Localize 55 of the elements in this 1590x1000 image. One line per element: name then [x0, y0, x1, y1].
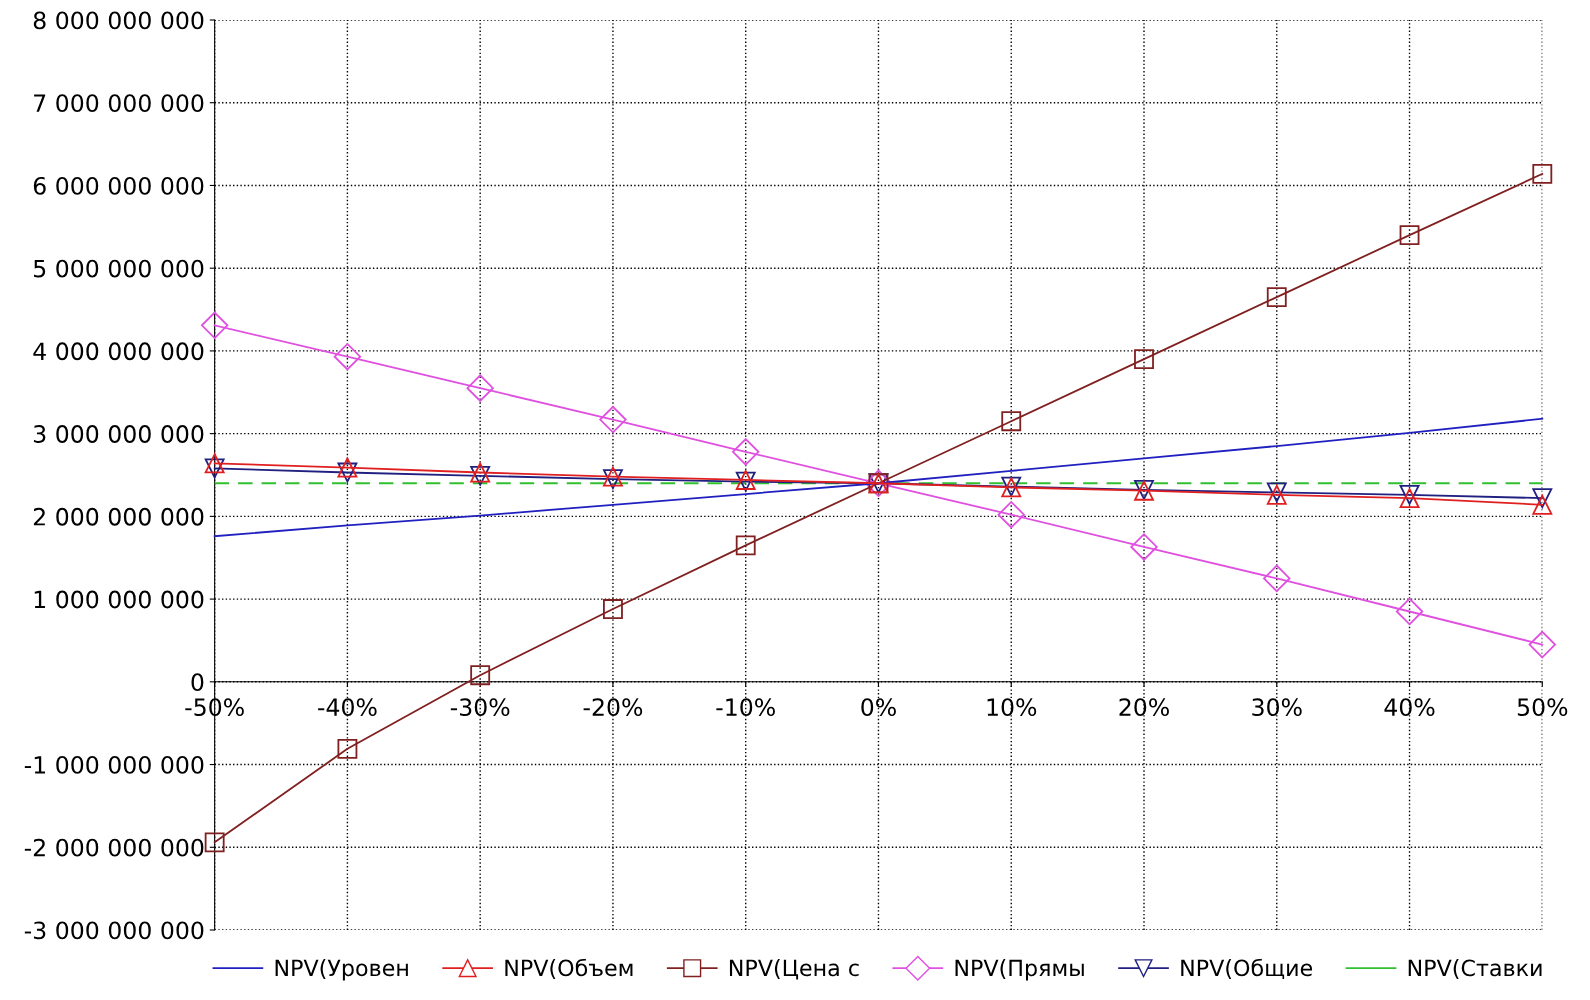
x-tick-label: 0% [861, 698, 896, 717]
point [599, 405, 627, 434]
point [1528, 630, 1556, 659]
legend-label: NPV(Общие [1181, 958, 1313, 980]
point [204, 458, 225, 479]
x-tick-label: -10% [716, 698, 775, 717]
point [735, 535, 756, 556]
x-tick-label: 50% [1517, 698, 1568, 717]
point [204, 832, 225, 853]
line-series [213, 417, 1544, 538]
point [204, 453, 225, 474]
point [466, 374, 494, 402]
y-tick-label: 7 000 000 000 [34, 94, 204, 113]
x-tick-label: -30% [450, 698, 510, 717]
legend-label: NPV(Прямы [955, 959, 1084, 981]
legend-label: NPV(Объем [505, 958, 633, 979]
y-tick-label: 0 [191, 673, 204, 692]
y-tick-label: 4 000 000 000 [33, 342, 204, 361]
y-tick-label: 8 000 000 000 [33, 11, 204, 30]
point [732, 438, 760, 466]
y-tick-label: 6 000 000 000 [33, 176, 204, 195]
y-tick-label: 5 000 000 000 [34, 259, 204, 278]
point [337, 462, 358, 483]
x-tick-label: 10% [987, 698, 1037, 717]
legend-label: NPV(Ставки [1408, 959, 1542, 979]
y-tick-label: 2 000 000 000 [33, 507, 204, 526]
y-tick-label: 1 000 000 000 [34, 590, 204, 609]
point [1130, 533, 1158, 561]
x-tick-label: 40% [1384, 698, 1435, 717]
legend-label: NPV(Уровен [275, 959, 408, 981]
point [1399, 225, 1420, 246]
y-tick-label: -2 000 000 000 [24, 838, 204, 857]
point [1001, 411, 1022, 432]
point [1263, 564, 1291, 593]
point [1134, 349, 1154, 370]
point [1266, 287, 1287, 308]
point [337, 457, 358, 478]
y-tick-label: -1 000 000 000 [24, 755, 204, 774]
point [1532, 163, 1553, 184]
point [1532, 488, 1553, 509]
x-tick-label: 30% [1252, 698, 1302, 717]
x-tick-label: 20% [1119, 698, 1169, 717]
y-tick-label: -3 000 000 000 [24, 921, 204, 940]
point [333, 343, 362, 371]
point [603, 599, 623, 619]
point [337, 738, 358, 759]
y-tick-label: 3 000 000 000 [33, 425, 204, 443]
point [470, 665, 491, 686]
x-tick-label: -40% [318, 698, 377, 717]
point [1395, 597, 1424, 626]
point [997, 501, 1025, 529]
legend-label: NPV(Цена с [729, 959, 859, 980]
point [1532, 494, 1553, 515]
point [200, 311, 229, 339]
x-tick-label: -20% [583, 698, 643, 717]
